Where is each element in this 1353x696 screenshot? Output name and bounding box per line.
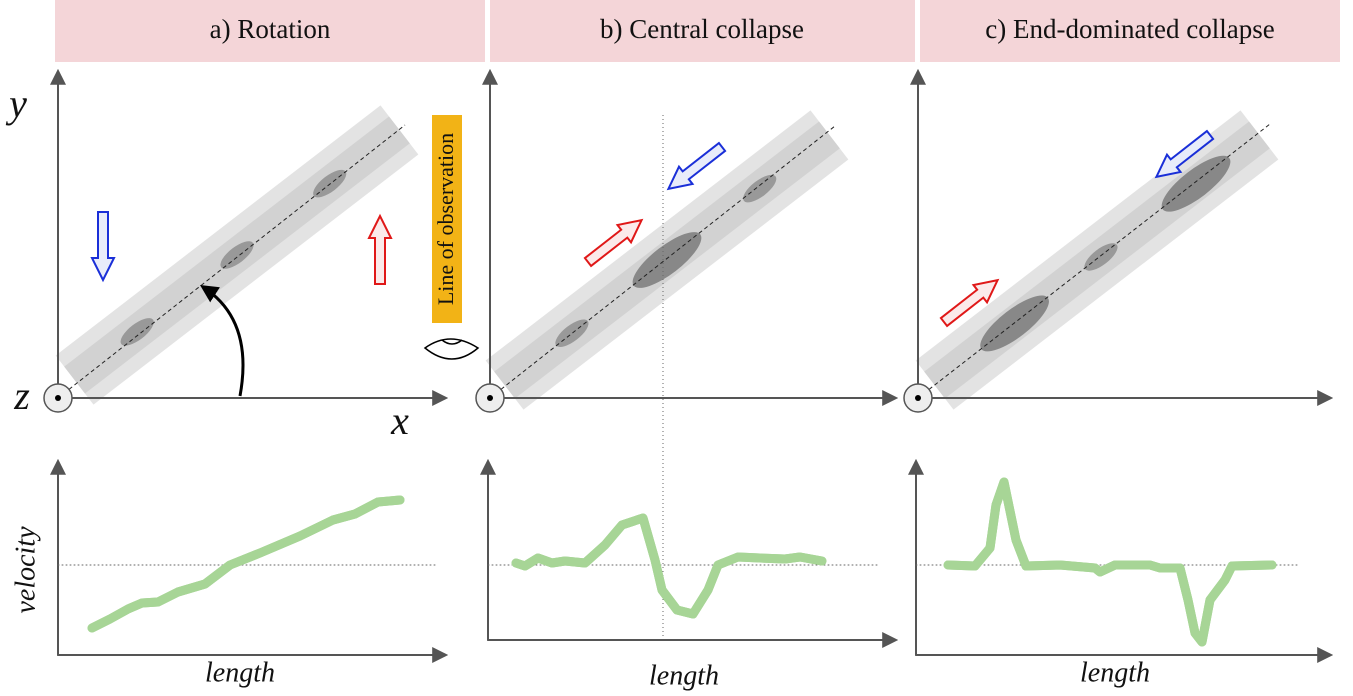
observation-label-box: [432, 115, 462, 323]
plot-x-label: length: [1080, 657, 1150, 688]
eye-icon: [423, 338, 480, 360]
header-bar: [920, 0, 1340, 62]
panel-title: b) Central collapse: [600, 14, 804, 44]
panel-title: a) Rotation: [210, 14, 331, 44]
panel-b: [475, 68, 899, 640]
panel-a: y x z: [5, 68, 449, 443]
plot-y-label: velocity: [10, 526, 41, 614]
header-bar: [490, 0, 915, 62]
axis-label-y: y: [5, 81, 27, 126]
axis-label-x: x: [390, 398, 409, 443]
plot-x-label: length: [205, 657, 275, 688]
velocity-plots: [50, 458, 1334, 663]
observation-label: Line of observation: [433, 133, 458, 305]
plot-x-label: length: [649, 660, 719, 691]
panel-c: [903, 68, 1334, 413]
panel-title: c) End-dominated collapse: [985, 14, 1274, 44]
axis-label-z: z: [13, 373, 30, 418]
header-bar: [55, 0, 485, 62]
